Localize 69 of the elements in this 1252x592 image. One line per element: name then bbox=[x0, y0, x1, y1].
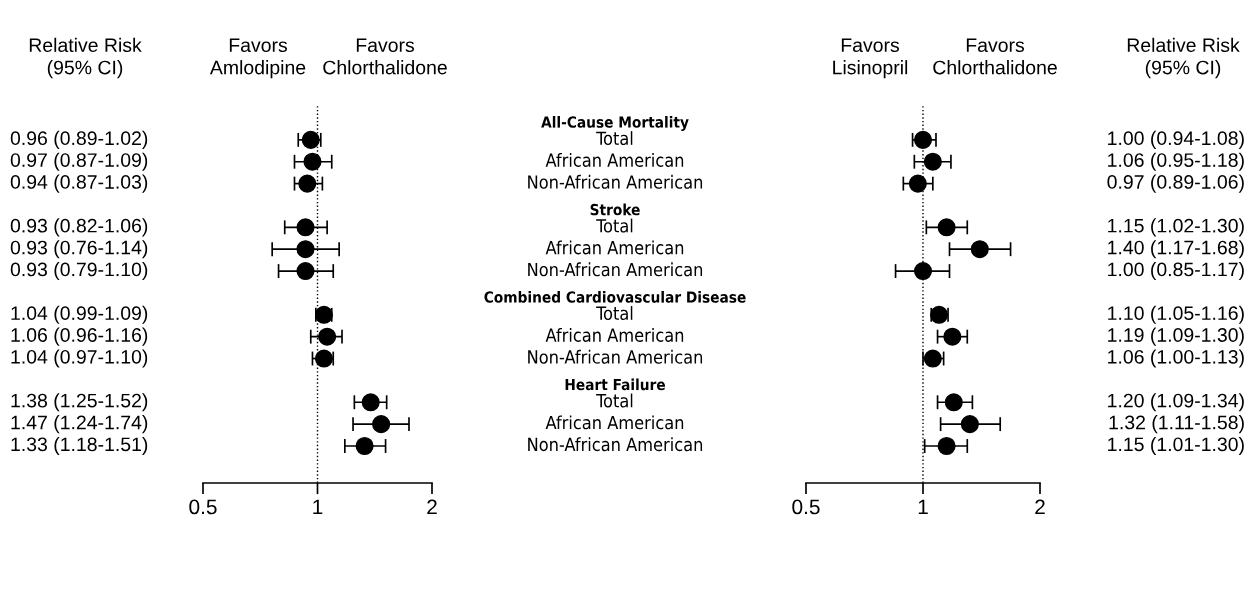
data-label: 1.15 (1.01-1.30) bbox=[1108, 436, 1244, 456]
y-tick-label: All-Cause Mortality bbox=[541, 116, 689, 131]
data-label: 1.00 (0.94-1.08) bbox=[1108, 130, 1244, 149]
y-tick-label: Non-African American bbox=[528, 437, 703, 452]
data-label: 1.04 (0.97-1.10) bbox=[11, 349, 148, 368]
text: Favors Chlorthalidone bbox=[323, 38, 447, 75]
y-tick-label: Non-African American bbox=[528, 262, 703, 277]
data-label: 1.20 (1.09-1.34) bbox=[1108, 393, 1244, 412]
y-tick-label: African American bbox=[545, 153, 684, 167]
y-tick-label: Combined Cardiovascular Disease bbox=[484, 291, 746, 303]
point bbox=[355, 436, 374, 456]
x-tick-label: 2 bbox=[1035, 499, 1045, 515]
point bbox=[296, 240, 315, 259]
text: Relative Risk (95% CI) bbox=[29, 37, 142, 79]
x-tick-label: 2 bbox=[427, 499, 437, 515]
data-label: 1.10 (1.05-1.16) bbox=[1108, 305, 1244, 324]
y-tick-label: African American bbox=[545, 240, 684, 255]
data-label: 1.00 (0.85-1.17) bbox=[1108, 262, 1244, 281]
point bbox=[908, 174, 927, 193]
text: Favors Amlodipine bbox=[209, 38, 306, 79]
point bbox=[296, 218, 315, 237]
y-tick-label: Total bbox=[596, 218, 633, 233]
data-label: 1.47 (1.24-1.74) bbox=[11, 415, 148, 434]
text: Favors Lisinopril bbox=[833, 38, 908, 79]
x-tick-label: 0.5 bbox=[189, 499, 217, 515]
point bbox=[301, 130, 320, 149]
data-label: 0.97 (0.89-1.06) bbox=[1107, 174, 1244, 193]
point bbox=[923, 152, 942, 171]
point bbox=[298, 174, 317, 193]
data-label: 0.93 (0.82-1.06) bbox=[10, 218, 148, 237]
data-label: 1.06 (0.95-1.18) bbox=[1108, 152, 1244, 171]
data-label: 1.38 (1.25-1.52) bbox=[11, 393, 148, 412]
y-tick-label: Stroke bbox=[590, 203, 640, 216]
point bbox=[937, 218, 956, 237]
point bbox=[944, 393, 963, 412]
data-label: 1.19 (1.09-1.30) bbox=[1108, 327, 1244, 346]
x-tick-label: 1 bbox=[918, 499, 928, 515]
data-label: 0.97 (0.87-1.09) bbox=[10, 152, 148, 171]
y-tick-label: Total bbox=[596, 306, 633, 321]
y-tick-label: Total bbox=[596, 393, 633, 408]
point bbox=[937, 436, 956, 456]
y-tick-label: African American bbox=[545, 415, 684, 430]
data-label: 0.93 (0.79-1.10) bbox=[10, 262, 148, 281]
point bbox=[960, 415, 979, 434]
point bbox=[913, 130, 933, 149]
text: Favors Chlorthalidone bbox=[933, 38, 1057, 75]
x-tick-label: 1 bbox=[313, 499, 323, 515]
text: Relative Risk (95% CI) bbox=[1127, 37, 1240, 79]
point bbox=[296, 262, 315, 281]
y-tick-label: Total bbox=[596, 131, 633, 146]
data-label: 1.06 (0.96-1.16) bbox=[11, 327, 148, 346]
point bbox=[913, 262, 933, 281]
y-tick-label: Non-African American bbox=[528, 174, 703, 189]
data-label: 1.40 (1.17-1.68) bbox=[1108, 240, 1244, 259]
point bbox=[361, 393, 380, 412]
data-label: 0.94 (0.87-1.03) bbox=[10, 174, 148, 193]
y-tick-label: Non-African American bbox=[528, 349, 703, 364]
data-label: 0.96 (0.89-1.02) bbox=[10, 130, 148, 149]
x-tick-label: 0.5 bbox=[792, 499, 820, 515]
y-tick-label: African American bbox=[545, 327, 684, 342]
y-tick-label: Heart Failure bbox=[565, 378, 665, 391]
data-label: 1.15 (1.02-1.30) bbox=[1108, 218, 1244, 237]
data-label: 1.06 (1.00-1.13) bbox=[1108, 349, 1244, 368]
point bbox=[943, 327, 962, 346]
data-label: 1.32 (1.11-1.58) bbox=[1109, 415, 1244, 434]
point bbox=[303, 152, 322, 171]
data-label: 0.93 (0.76-1.14) bbox=[10, 240, 148, 259]
data-label: 1.33 (1.18-1.51) bbox=[11, 436, 148, 456]
data-label: 1.04 (0.99-1.09) bbox=[11, 305, 148, 324]
